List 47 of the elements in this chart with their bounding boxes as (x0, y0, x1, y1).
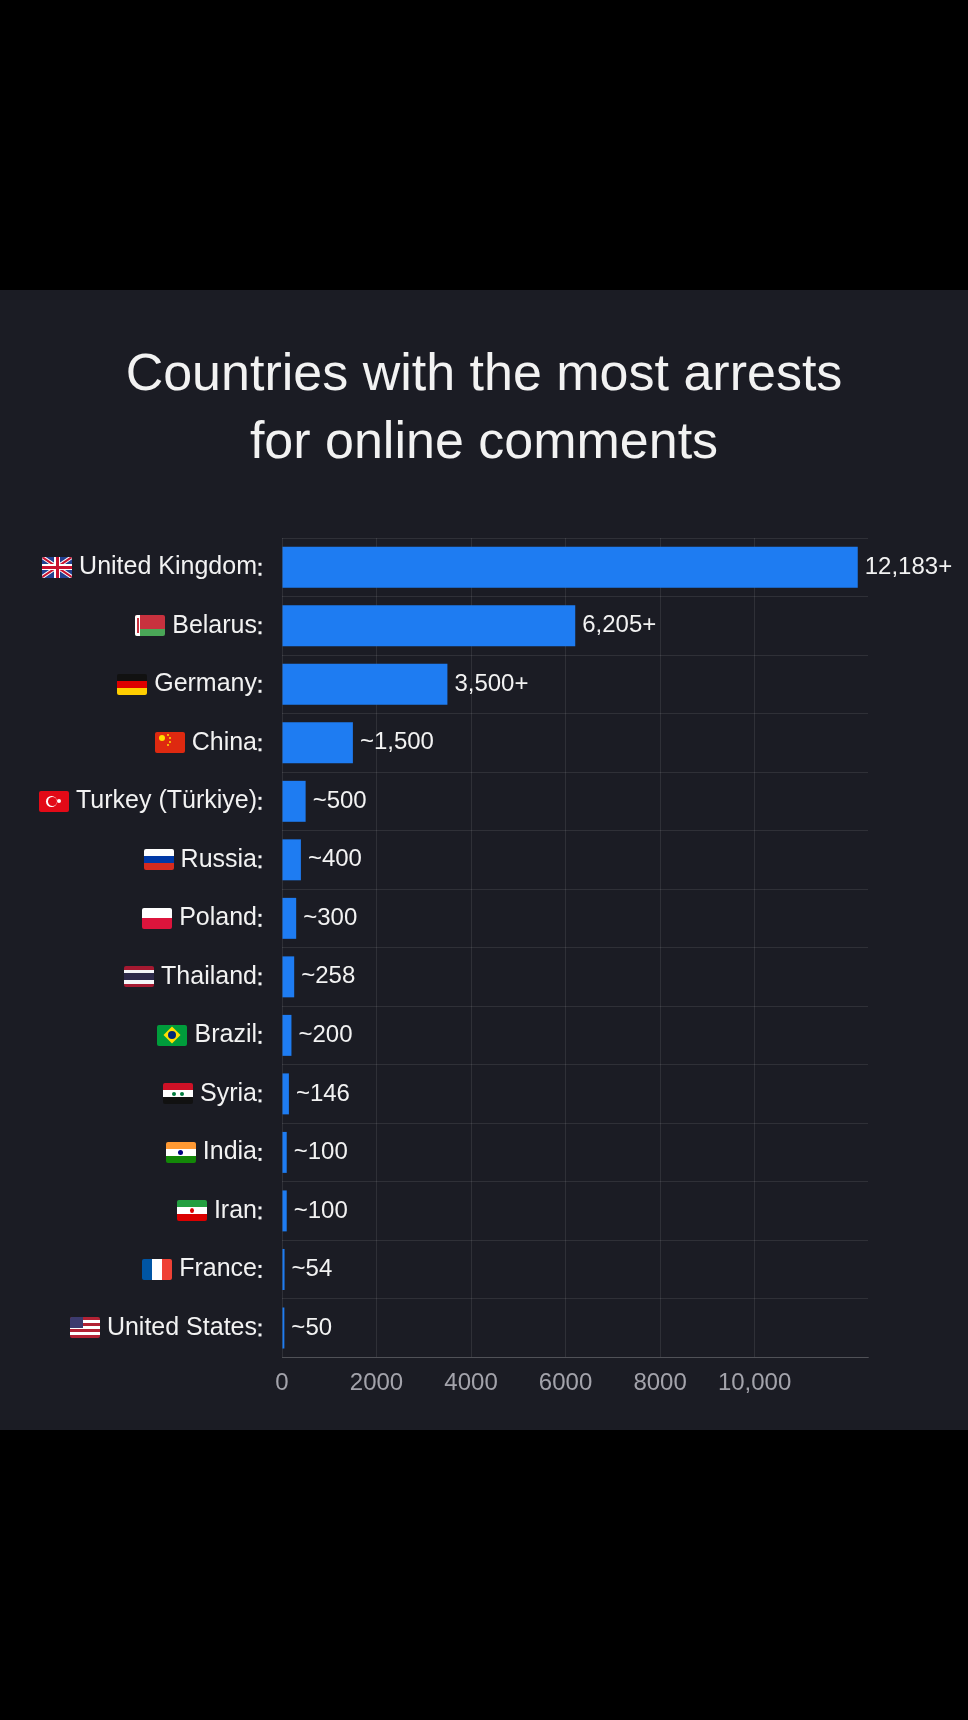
y-tick-label: India (202, 1136, 258, 1165)
x-tick-label: 8000 (633, 1368, 687, 1396)
data-label: 6,205+ (582, 610, 657, 638)
bar (282, 839, 301, 881)
data-label: ~50 (291, 1312, 333, 1340)
data-label: ~1,500 (359, 727, 434, 755)
data-label: ~500 (312, 785, 367, 813)
bar (282, 1248, 285, 1290)
bar (282, 663, 448, 705)
bar (282, 897, 297, 939)
data-label: ~258 (301, 961, 356, 989)
y-tick-label: Iran (213, 1194, 257, 1223)
bar (282, 605, 576, 647)
y-tick-label: United States (106, 1311, 257, 1340)
y-tick-label: Syria (200, 1077, 258, 1106)
bar (282, 1131, 287, 1173)
data-label: ~300 (303, 902, 358, 930)
data-label: ~400 (307, 844, 362, 872)
bar (282, 780, 306, 822)
x-tick-label: 6000 (538, 1368, 593, 1396)
data-label: 12,183+ (864, 551, 953, 579)
data-label: ~54 (291, 1254, 333, 1282)
bar (282, 546, 858, 588)
x-tick-label: 0 (275, 1368, 289, 1396)
y-tick-label: Russia (180, 843, 258, 872)
chart-title: Countries with the most arrests for online comments (124, 342, 844, 471)
y-tick-label: China (191, 726, 258, 755)
y-tick-label: Germany (154, 668, 258, 697)
x-tick-label: 10,000 (717, 1368, 792, 1396)
y-tick-label: Belarus (172, 609, 257, 638)
y-tick-label: Poland (179, 902, 257, 931)
bar (282, 1073, 289, 1115)
x-tick-label: 2000 (349, 1368, 404, 1396)
data-label: 3,500+ (454, 668, 529, 696)
y-tick-label: Brazil (194, 1019, 257, 1048)
y-tick-label: United Kingdom (79, 551, 257, 580)
bar (282, 956, 295, 998)
y-tick-label: Thailand (161, 960, 257, 989)
y-tick-label: Turkey (Türkiye) (75, 785, 257, 814)
x-tick-label: 4000 (444, 1368, 498, 1396)
data-label: ~146 (295, 1078, 350, 1106)
data-label: ~200 (298, 1020, 353, 1047)
bar (282, 722, 353, 764)
y-tick-label: France (179, 1253, 257, 1282)
data-label: ~100 (293, 1195, 348, 1223)
bar (282, 1190, 287, 1232)
data-label: ~100 (293, 1137, 348, 1165)
